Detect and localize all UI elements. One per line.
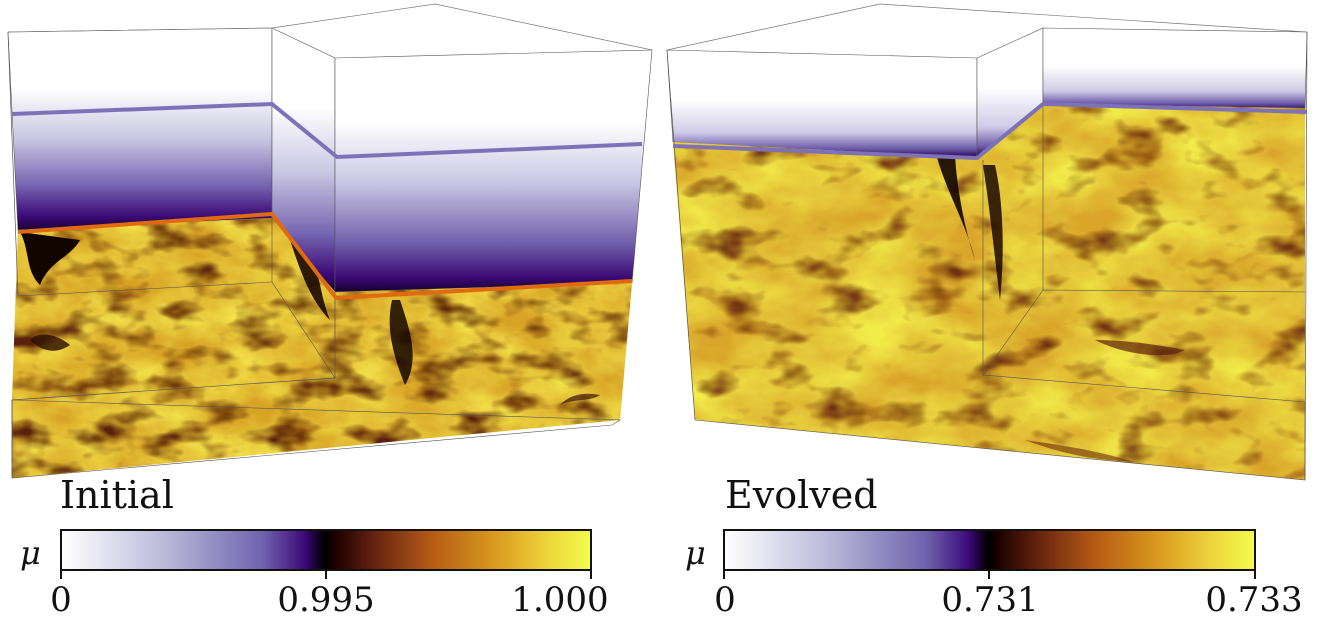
colorbar-tick-label: 0 [714,580,736,620]
panel-initial: Initial μ 0 0.995 1.000 [7,3,653,620]
panel-title: Initial [60,473,174,517]
colorbar-tick [60,571,62,579]
colorbar-symbol: μ [685,534,706,572]
initial-cutaway-volume [7,3,653,479]
colorbar-tick-label: 0.733 [1205,580,1303,620]
colorbar-symbol: μ [20,534,41,572]
colorbar-tick [325,571,327,579]
colorbar-tick-label: 1.000 [511,580,609,620]
colorbar-tick [723,571,725,579]
colorbar-tick-label: 0.731 [941,580,1039,620]
colorbar-tick-label: 0.995 [277,580,375,620]
colorbar-tick [1254,571,1256,579]
panel-title: Evolved [725,473,878,517]
colorbar [60,529,592,571]
evolved-cutaway-volume [666,3,1308,481]
panel-evolved: Evolved μ 0 0.731 0.733 [665,0,1330,626]
colorbar-tick [590,571,592,579]
colorbar-tick-label: 0 [50,580,72,620]
colorbar-tick [988,571,990,579]
colorbar [723,529,1256,571]
